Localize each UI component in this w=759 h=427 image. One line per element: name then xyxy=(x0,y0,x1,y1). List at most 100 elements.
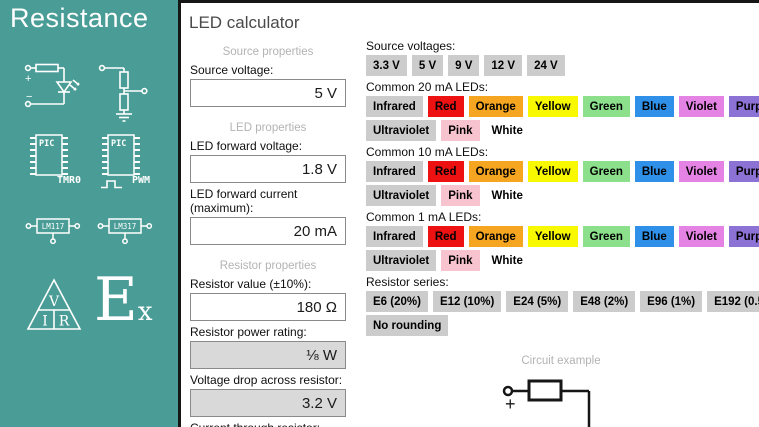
common-20ma-leds-button-purple[interactable]: Purple xyxy=(728,96,759,117)
common-10ma-leds-row: Ultraviolet Pink White xyxy=(366,185,756,206)
preset-group-common-20ma-leds: Common 20 mA LEDs: Infrared Red Orange Yello… xyxy=(366,80,759,141)
svg-text:LM117: LM117 xyxy=(42,222,65,231)
resistor-series-button-e192-0-5[interactable]: E192 (0.5%) xyxy=(707,291,759,312)
form-column: Source properties Source voltage: LED prop… xyxy=(190,41,346,427)
common-10ma-leds-button-white[interactable]: White xyxy=(484,185,530,206)
pic-timer-chip-icon: PIC xyxy=(26,133,72,177)
resistor-series-button-e12-10[interactable]: E12 (10%) xyxy=(432,291,502,312)
resistor-value-input[interactable] xyxy=(190,293,346,321)
common-1ma-leds-button-green[interactable]: Green xyxy=(582,226,630,247)
source-voltages-button-5-v[interactable]: 5 V xyxy=(411,55,444,76)
ohms-law-triangle-icon: V I R xyxy=(26,278,82,332)
resistor-series-row: No rounding xyxy=(366,315,756,336)
common-10ma-leds-button-blue[interactable]: Blue xyxy=(634,161,674,182)
svg-text:PIC: PIC xyxy=(39,139,54,149)
source-voltage-input[interactable] xyxy=(190,79,346,107)
common-20ma-leds-button-violet[interactable]: Violet xyxy=(678,96,724,117)
circuit-diagram-icon: + xyxy=(502,379,591,427)
common-20ma-leds-button-white[interactable]: White xyxy=(484,120,530,141)
common-1ma-leds-button-violet[interactable]: Violet xyxy=(678,226,724,247)
sidebar: Resistance + − xyxy=(0,0,178,427)
common-20ma-leds-label: Common 20 mA LEDs: xyxy=(366,80,489,94)
resistor-series-label: Resistor series: xyxy=(366,275,449,289)
resistor-series-row: E6 (20%) E12 (10%) E24 (5%) E48 (2%) E96 (1%… xyxy=(366,291,759,312)
resistor-series-button-e6-20[interactable]: E6 (20%) xyxy=(366,291,428,312)
common-20ma-leds-button-orange[interactable]: Orange xyxy=(468,96,523,117)
common-20ma-leds-button-red[interactable]: Red xyxy=(427,96,464,117)
common-20ma-leds-button-infrared[interactable]: Infrared xyxy=(366,96,423,117)
common-1ma-leds-button-white[interactable]: White xyxy=(484,250,530,271)
pwm-caption: PWM xyxy=(132,175,151,186)
common-20ma-leds-button-yellow[interactable]: Yellow xyxy=(527,96,578,117)
window-divider xyxy=(178,0,181,427)
pulse-wave-icon xyxy=(100,179,124,189)
led-forward-current-input-label: LED forward current (maximum): xyxy=(190,187,298,215)
led-series-circuit-icon: + − xyxy=(24,60,84,120)
preset-group-resistor-series: Resistor series: E6 (20%) E12 (10%) E24 (5%… xyxy=(366,275,759,336)
lm117-regulator-icon: LM117 xyxy=(25,216,81,246)
section-header-resistor-properties: Resistor properties xyxy=(219,260,317,272)
common-1ma-leds-label: Common 1 mA LEDs: xyxy=(366,210,482,224)
common-10ma-leds-button-orange[interactable]: Orange xyxy=(468,161,523,182)
common-20ma-leds-button-green[interactable]: Green xyxy=(582,96,630,117)
section-header-source-properties: Source properties xyxy=(222,46,314,58)
resistor-power-rating-output xyxy=(190,341,346,369)
common-10ma-leds-button-purple[interactable]: Purple xyxy=(728,161,759,182)
common-1ma-leds-button-ultraviolet[interactable]: Ultraviolet xyxy=(366,250,437,271)
exponent-icon: Ex xyxy=(94,265,153,335)
source-voltages-button-12-v[interactable]: 12 V xyxy=(484,55,523,76)
source-voltage-input-label: Source voltage: xyxy=(190,63,274,77)
voltage-drop-output xyxy=(190,389,346,417)
common-10ma-leds-label: Common 10 mA LEDs: xyxy=(366,145,489,159)
resistor-series-button-e48-2[interactable]: E48 (2%) xyxy=(573,291,636,312)
common-10ma-leds-button-infrared[interactable]: Infrared xyxy=(366,161,423,182)
common-20ma-leds-button-pink[interactable]: Pink xyxy=(441,120,480,141)
common-1ma-leds-button-infrared[interactable]: Infrared xyxy=(366,226,423,247)
common-1ma-leds-button-blue[interactable]: Blue xyxy=(634,226,674,247)
circuit-example: Circuit example + xyxy=(461,355,661,427)
common-10ma-leds-button-green[interactable]: Green xyxy=(582,161,630,182)
resistor-value-input-label: Resistor value (±10%): xyxy=(190,277,312,291)
resistor-series-button-e96-1[interactable]: E96 (1%) xyxy=(640,291,703,312)
pic-pwm-chip-icon: PIC xyxy=(98,133,144,177)
common-10ma-leds-button-yellow[interactable]: Yellow xyxy=(527,161,578,182)
common-1ma-leds-row: Infrared Red Orange Yellow Green Blue Violet Pu… xyxy=(366,226,759,247)
common-1ma-leds-button-yellow[interactable]: Yellow xyxy=(527,226,578,247)
led-forward-current-input[interactable] xyxy=(190,217,346,245)
resistor-series-button-e24-5[interactable]: E24 (5%) xyxy=(506,291,569,312)
source-voltages-button-24-v[interactable]: 24 V xyxy=(527,55,565,76)
page-title: LED calculator xyxy=(189,13,300,32)
svg-text:+: + xyxy=(505,394,516,414)
common-20ma-leds-button-blue[interactable]: Blue xyxy=(634,96,674,117)
current-through-resistor-output-label: Current through resistor: xyxy=(190,421,346,427)
led-forward-voltage-input-label: LED forward voltage: xyxy=(190,139,303,153)
common-10ma-leds-button-violet[interactable]: Violet xyxy=(678,161,724,182)
source-voltages-button-3-3-v[interactable]: 3.3 V xyxy=(366,55,407,76)
svg-text:PIC: PIC xyxy=(111,139,126,149)
svg-text:I: I xyxy=(42,314,48,330)
voltage-drop-output-label: Voltage drop across resistor: xyxy=(190,373,343,387)
main-content: LED calculator Source properties Source v… xyxy=(181,0,759,427)
common-10ma-leds-button-ultraviolet[interactable]: Ultraviolet xyxy=(366,185,437,206)
voltage-divider-icon xyxy=(98,60,150,122)
source-voltages-label: Source voltages: xyxy=(366,39,456,53)
common-1ma-leds-button-purple[interactable]: Purple xyxy=(728,226,759,247)
common-10ma-leds-button-red[interactable]: Red xyxy=(427,161,464,182)
common-20ma-leds-row: Ultraviolet Pink White xyxy=(366,120,756,141)
common-20ma-leds-row: Infrared Red Orange Yellow Green Blue Violet Pu… xyxy=(366,96,759,117)
common-1ma-leds-button-pink[interactable]: Pink xyxy=(441,250,480,271)
preset-group-common-10ma-leds: Common 10 mA LEDs: Infrared Red Orange Yello… xyxy=(366,145,759,206)
resistor-series-button-no-rounding[interactable]: No rounding xyxy=(366,315,449,336)
lm317-regulator-icon: LM317 xyxy=(97,216,153,246)
source-voltages-button-9-v[interactable]: 9 V xyxy=(448,55,480,76)
common-1ma-leds-button-red[interactable]: Red xyxy=(427,226,464,247)
preset-group-common-1ma-leds: Common 1 mA LEDs: Infrared Red Orange Yellow… xyxy=(366,210,759,271)
common-20ma-leds-button-ultraviolet[interactable]: Ultraviolet xyxy=(366,120,437,141)
common-10ma-leds-row: Infrared Red Orange Yellow Green Blue Violet Pu… xyxy=(366,161,759,182)
common-10ma-leds-button-pink[interactable]: Pink xyxy=(441,185,480,206)
common-1ma-leds-button-orange[interactable]: Orange xyxy=(468,226,523,247)
led-forward-voltage-input[interactable] xyxy=(190,155,346,183)
